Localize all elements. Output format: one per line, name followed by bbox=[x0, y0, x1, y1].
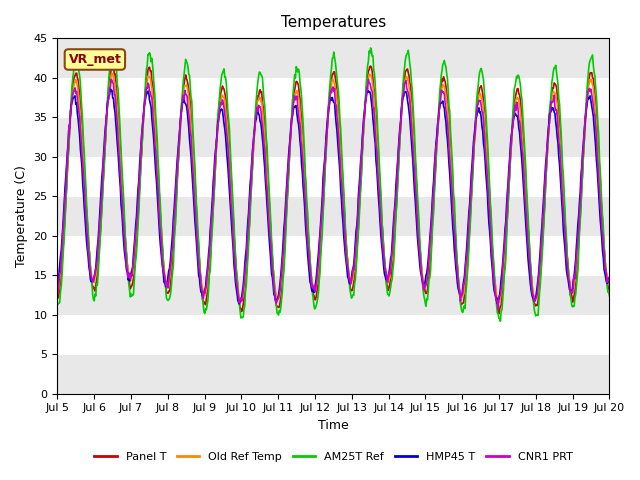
Panel T bbox=[108, 61, 116, 67]
CNR1 PRT bbox=[63, 155, 71, 160]
Old Ref Temp bbox=[109, 71, 116, 77]
HMP45 T bbox=[63, 149, 71, 155]
AM25T Ref bbox=[120, 207, 128, 213]
Old Ref Temp bbox=[63, 165, 71, 171]
AM25T Ref bbox=[497, 318, 504, 324]
Title: Temperatures: Temperatures bbox=[281, 15, 386, 30]
CNR1 PRT bbox=[417, 271, 425, 276]
Panel T bbox=[54, 295, 61, 301]
AM25T Ref bbox=[401, 58, 409, 64]
Panel T bbox=[177, 113, 185, 119]
HMP45 T bbox=[106, 85, 114, 91]
Bar bbox=[58, 196, 609, 236]
Panel T bbox=[206, 258, 214, 264]
Panel T bbox=[121, 231, 129, 237]
Panel T bbox=[63, 171, 71, 177]
Y-axis label: Temperature (C): Temperature (C) bbox=[15, 165, 28, 267]
HMP45 T bbox=[236, 301, 243, 307]
Old Ref Temp bbox=[605, 277, 613, 283]
Old Ref Temp bbox=[495, 300, 502, 305]
Line: HMP45 T: HMP45 T bbox=[58, 88, 609, 304]
AM25T Ref bbox=[605, 293, 613, 299]
Bar bbox=[58, 38, 609, 78]
Bar bbox=[58, 78, 609, 117]
X-axis label: Time: Time bbox=[318, 419, 349, 432]
HMP45 T bbox=[605, 275, 613, 280]
CNR1 PRT bbox=[54, 291, 61, 297]
CNR1 PRT bbox=[365, 76, 372, 82]
Old Ref Temp bbox=[177, 115, 185, 120]
CNR1 PRT bbox=[120, 234, 128, 240]
Bar bbox=[58, 236, 609, 275]
Old Ref Temp bbox=[401, 76, 409, 82]
AM25T Ref bbox=[417, 268, 425, 274]
Bar bbox=[58, 117, 609, 156]
HMP45 T bbox=[402, 89, 410, 95]
HMP45 T bbox=[54, 285, 61, 291]
Bar bbox=[58, 314, 609, 354]
Line: AM25T Ref: AM25T Ref bbox=[58, 48, 609, 321]
Old Ref Temp bbox=[206, 246, 214, 252]
CNR1 PRT bbox=[401, 80, 409, 86]
Line: CNR1 PRT: CNR1 PRT bbox=[58, 79, 609, 309]
Bar bbox=[58, 275, 609, 314]
Text: VR_met: VR_met bbox=[68, 53, 122, 66]
HMP45 T bbox=[121, 253, 129, 259]
Bar bbox=[58, 156, 609, 196]
Old Ref Temp bbox=[54, 288, 61, 293]
Old Ref Temp bbox=[417, 264, 425, 270]
AM25T Ref bbox=[177, 122, 184, 128]
CNR1 PRT bbox=[605, 277, 613, 283]
AM25T Ref bbox=[367, 45, 374, 51]
Panel T bbox=[417, 261, 425, 267]
HMP45 T bbox=[419, 277, 426, 283]
AM25T Ref bbox=[54, 302, 61, 308]
Panel T bbox=[605, 287, 613, 292]
Line: Old Ref Temp: Old Ref Temp bbox=[58, 74, 609, 302]
CNR1 PRT bbox=[205, 248, 213, 253]
Panel T bbox=[401, 70, 409, 75]
Bar bbox=[58, 354, 609, 394]
Legend: Panel T, Old Ref Temp, AM25T Ref, HMP45 T, CNR1 PRT: Panel T, Old Ref Temp, AM25T Ref, HMP45 … bbox=[90, 447, 577, 466]
HMP45 T bbox=[206, 228, 214, 233]
AM25T Ref bbox=[205, 272, 213, 277]
Old Ref Temp bbox=[121, 230, 129, 236]
HMP45 T bbox=[177, 111, 185, 117]
Line: Panel T: Panel T bbox=[58, 64, 609, 314]
CNR1 PRT bbox=[494, 306, 502, 312]
AM25T Ref bbox=[63, 164, 71, 169]
Panel T bbox=[495, 311, 502, 317]
CNR1 PRT bbox=[177, 120, 184, 125]
